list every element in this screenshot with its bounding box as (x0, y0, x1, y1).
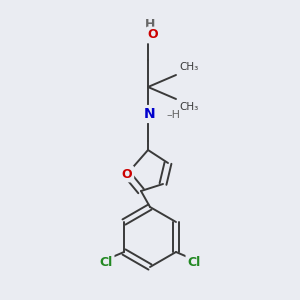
Text: Cl: Cl (188, 256, 201, 268)
Text: O: O (148, 28, 158, 41)
Text: O: O (122, 167, 132, 181)
Text: Cl: Cl (99, 256, 112, 268)
Text: H: H (145, 19, 155, 32)
Text: –H: –H (166, 110, 180, 120)
Text: N: N (144, 107, 156, 121)
Text: CH₃: CH₃ (179, 62, 198, 72)
Text: CH₃: CH₃ (179, 102, 198, 112)
